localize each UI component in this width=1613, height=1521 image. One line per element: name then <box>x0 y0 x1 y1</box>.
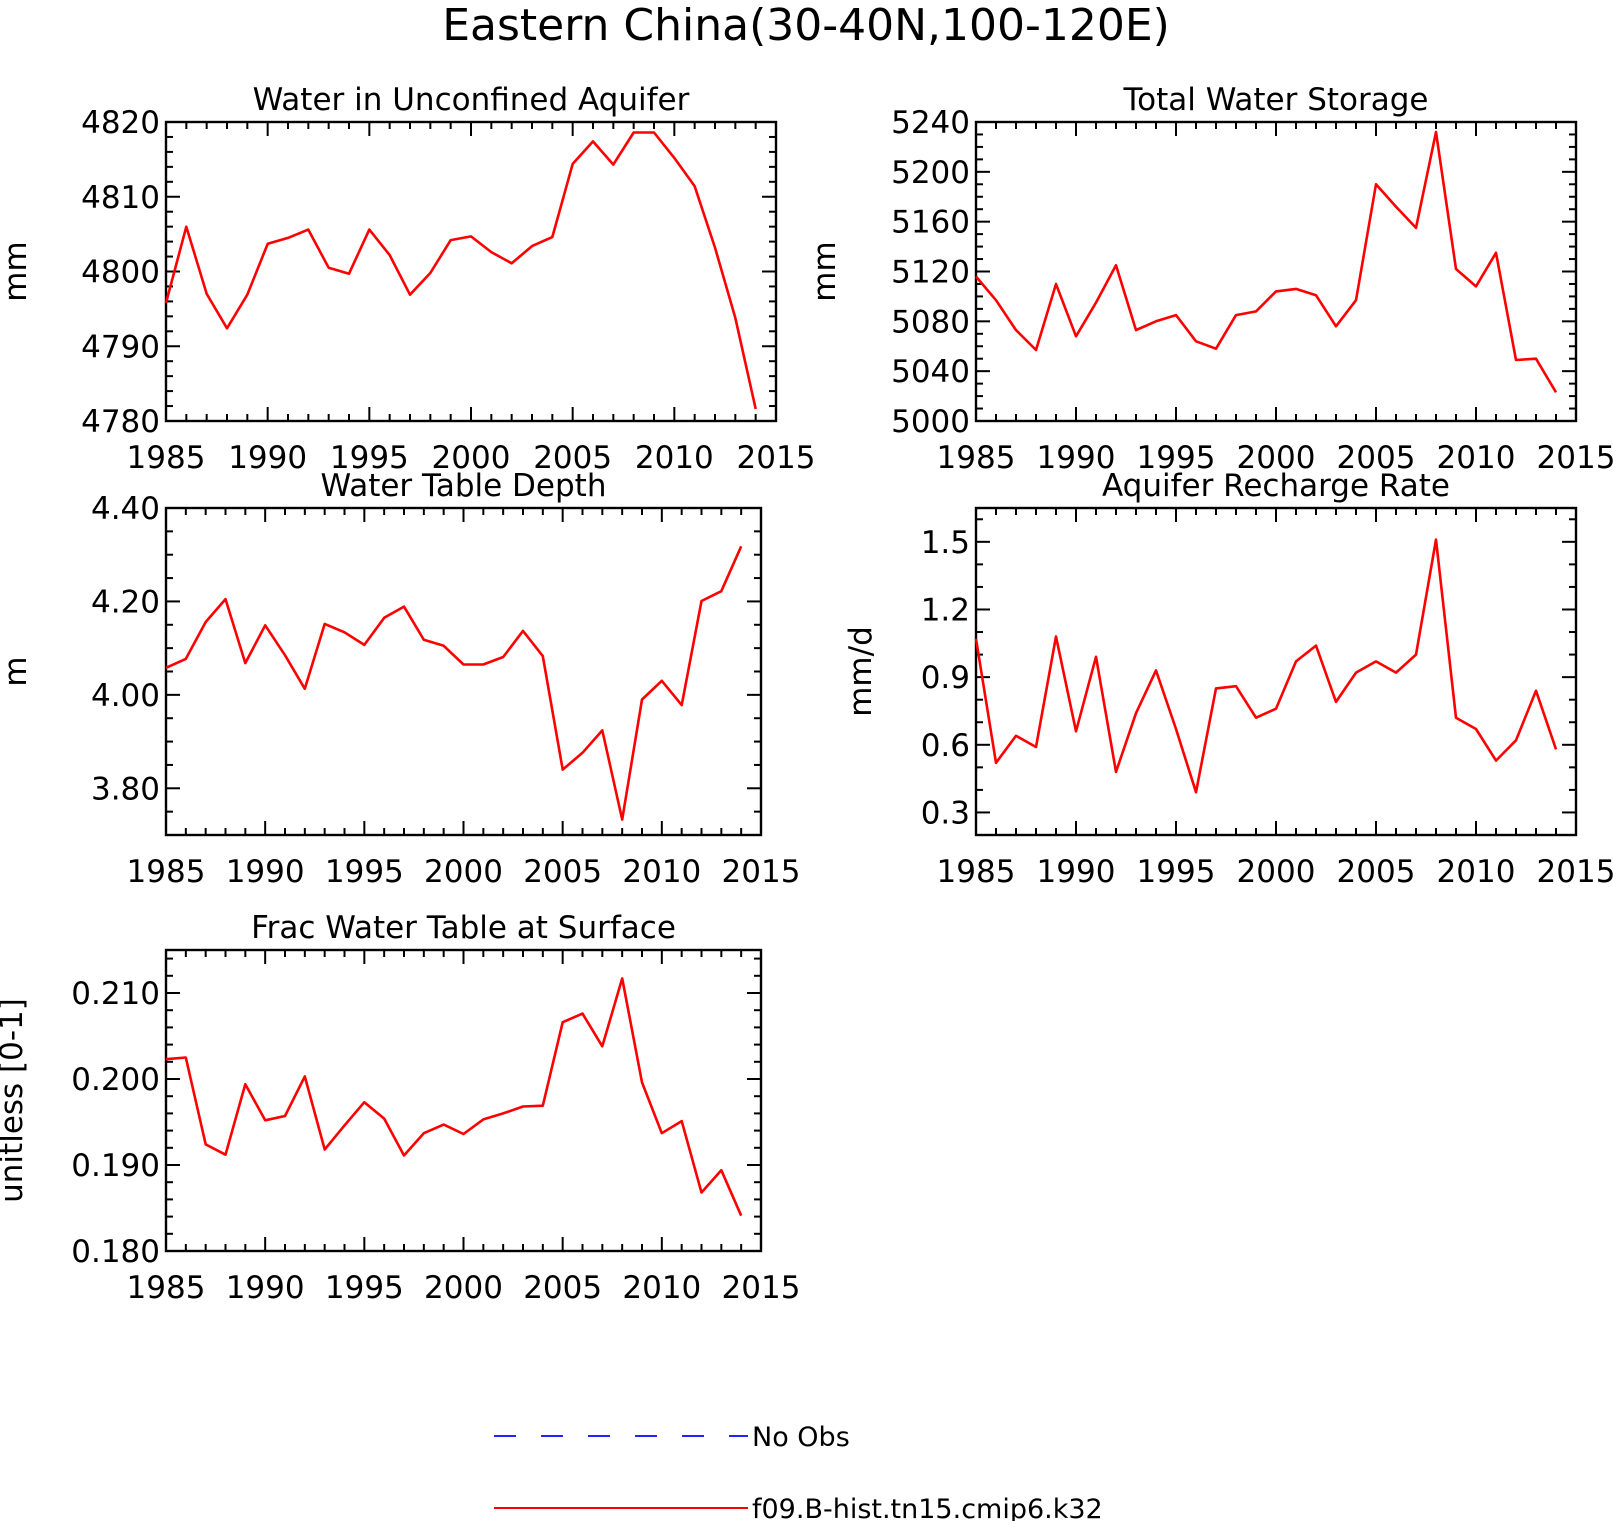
panel-title: Water Table Depth <box>321 468 607 504</box>
x-tick-label: 2000 <box>424 1270 503 1306</box>
x-tick-label: 1995 <box>1137 440 1216 476</box>
y-tick-label: 0.210 <box>71 976 160 1012</box>
y-tick-label: 5160 <box>891 205 970 241</box>
y-tick-label: 0.6 <box>921 728 970 764</box>
y-tick-label: 4.00 <box>91 678 160 714</box>
legend-label: No Obs <box>752 1422 850 1453</box>
figure-title: Eastern China(30-40N,100-120E) <box>442 0 1170 51</box>
x-tick-label: 1990 <box>1037 440 1116 476</box>
y-tick-label: 5120 <box>891 255 970 291</box>
x-tick-label: 1990 <box>228 440 307 476</box>
x-tick-label: 2005 <box>1337 854 1416 890</box>
x-tick-label: 2015 <box>1537 854 1613 890</box>
x-tick-label: 2000 <box>432 440 511 476</box>
y-tick-label: 0.180 <box>71 1234 160 1270</box>
x-tick-label: 2010 <box>622 854 701 890</box>
x-tick-label: 2005 <box>523 854 602 890</box>
y-axis-label: unitless [0-1] <box>0 998 30 1203</box>
y-tick-label: 3.80 <box>91 771 160 807</box>
chart-legend: No Obs f09.B-hist.tn15.cmip6.k32 <box>494 1422 1103 1521</box>
x-tick-label: 2005 <box>1337 440 1416 476</box>
chart-panels: Water in Unconfined Aquifer mm 1985 1990 199… <box>0 82 1613 1306</box>
x-tick-label: 2015 <box>722 854 801 890</box>
y-tick-label: 1.2 <box>921 592 970 628</box>
y-axis-label: mm <box>807 241 843 301</box>
x-tick-label: 2000 <box>1237 440 1316 476</box>
x-tick-label: 2015 <box>1537 440 1613 476</box>
y-axis-label: mm <box>0 241 34 301</box>
panel-title: Total Water Storage <box>1122 82 1428 118</box>
series-line <box>975 130 1558 393</box>
y-tick-label: 4790 <box>81 329 160 365</box>
legend-label: f09.B-hist.tn15.cmip6.k32 <box>752 1494 1103 1521</box>
y-tick-label: 5040 <box>891 354 970 390</box>
y-tick-label: 5000 <box>891 404 970 440</box>
y-tick-label: 5080 <box>891 304 970 340</box>
series-line <box>165 977 743 1217</box>
panel-title: Aquifer Recharge Rate <box>1102 468 1450 504</box>
y-tick-label: 5200 <box>891 155 970 191</box>
x-tick-label: 2010 <box>635 440 714 476</box>
series-line <box>165 545 743 821</box>
x-tick-label: 1990 <box>1037 854 1116 890</box>
y-tick-label: 4.20 <box>91 584 160 620</box>
y-tick-label: 4800 <box>81 255 160 291</box>
x-tick-label: 2005 <box>523 1270 602 1306</box>
panel-title: Frac Water Table at Surface <box>251 910 676 946</box>
y-tick-label: 1.5 <box>921 525 970 561</box>
x-tick-label: 2000 <box>424 854 503 890</box>
x-tick-label: 2010 <box>622 1270 701 1306</box>
y-tick-label: 0.9 <box>921 660 970 696</box>
x-tick-label: 1985 <box>937 440 1016 476</box>
y-axis-label: mm/d <box>843 626 879 717</box>
x-tick-label: 1985 <box>937 854 1016 890</box>
x-tick-label: 1990 <box>226 854 305 890</box>
y-axis-label: m <box>0 656 34 686</box>
x-tick-label: 1995 <box>325 854 404 890</box>
panel-frac-water-table-at-surface: Frac Water Table at Surface unitless [0-1… <box>0 910 800 1306</box>
y-tick-label: 4780 <box>81 404 160 440</box>
x-tick-label: 1985 <box>127 854 206 890</box>
y-tick-label: 4820 <box>81 105 160 141</box>
y-tick-label: 4.40 <box>91 491 160 527</box>
x-tick-label: 2010 <box>1437 440 1516 476</box>
x-tick-label: 1995 <box>1137 854 1216 890</box>
y-tick-label: 0.190 <box>71 1148 160 1184</box>
x-tick-label: 2005 <box>533 440 612 476</box>
y-tick-label: 5240 <box>891 105 970 141</box>
x-tick-label: 2010 <box>1437 854 1516 890</box>
panel-water-in-unconfined-aquifer: Water in Unconfined Aquifer mm 1985 1990 199… <box>0 82 815 476</box>
x-tick-label: 1995 <box>325 1270 404 1306</box>
series-line <box>974 538 1558 794</box>
y-tick-label: 0.200 <box>71 1062 160 1098</box>
y-tick-label: 0.3 <box>921 795 970 831</box>
panel-water-table-depth: Water Table Depth m 1985 1990 1995 2000 2005 20… <box>0 468 800 890</box>
x-tick-label: 1990 <box>226 1270 305 1306</box>
panel-total-water-storage: Total Water Storage mm 1985 1990 1995 2000 200… <box>807 82 1613 476</box>
x-tick-label: 1985 <box>127 1270 206 1306</box>
plot-frame <box>164 506 763 837</box>
panel-aquifer-recharge-rate: Aquifer Recharge Rate mm/d 1985 1990 1995 200… <box>843 468 1613 890</box>
series-line <box>164 131 757 410</box>
x-tick-label: 1995 <box>330 440 409 476</box>
x-tick-label: 2000 <box>1237 854 1316 890</box>
x-tick-label: 2015 <box>722 1270 801 1306</box>
plot-frame <box>974 506 1578 837</box>
x-tick-label: 2015 <box>737 440 816 476</box>
panel-title: Water in Unconfined Aquifer <box>253 82 690 118</box>
y-tick-label: 4810 <box>81 180 160 216</box>
x-tick-label: 1985 <box>127 440 206 476</box>
